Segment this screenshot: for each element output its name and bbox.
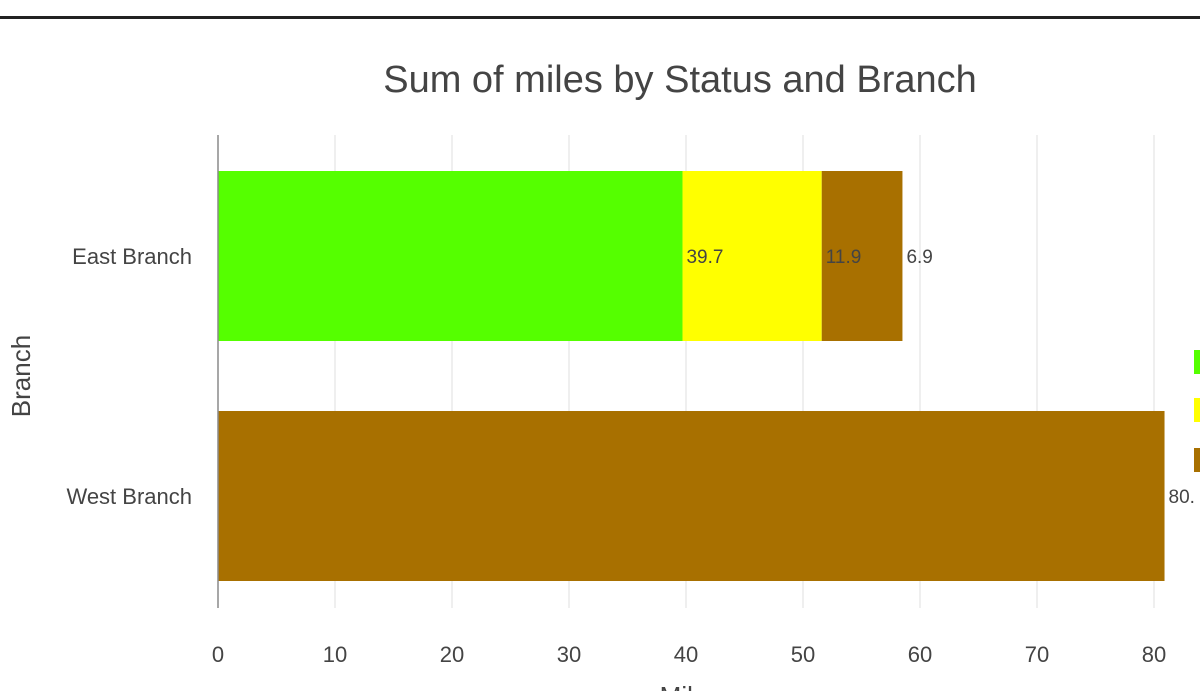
category-label: East Branch [72,244,192,269]
x-tick-label: 50 [791,642,815,667]
x-tick-label: 30 [557,642,581,667]
legend-swatch[interactable] [1194,350,1200,374]
legend-swatch[interactable] [1194,398,1200,422]
bar-segment[interactable] [821,171,903,341]
top-divider [0,16,1200,19]
x-tick-label: 40 [674,642,698,667]
data-label: 11.9 [826,247,862,268]
x-tick-label: 20 [440,642,464,667]
bar-segment[interactable] [218,411,1165,581]
x-tick-labels: 0 10 20 30 40 50 60 70 80 [212,642,1166,667]
x-tick-label: 70 [1025,642,1049,667]
bar-segment[interactable] [682,171,822,341]
data-label: 39.7 [686,247,723,268]
chart-title: Sum of miles by Status and Branch [383,59,977,101]
x-tick-label: 0 [212,642,224,667]
category-label: West Branch [66,484,192,509]
data-label: 80. [1169,487,1195,508]
x-tick-label: 60 [908,642,932,667]
x-axis-title: Miles [660,681,721,691]
legend[interactable] [1194,350,1200,472]
y-axis-title: Branch [6,335,36,417]
data-label: 6.9 [906,247,932,268]
data-labels-group: 39.7 11.9 6.9 80. [686,247,1194,508]
legend-swatch[interactable] [1194,448,1200,472]
bars-group [218,171,1165,581]
category-labels: East Branch West Branch [66,244,192,509]
bar-segment[interactable] [218,171,683,341]
x-tick-label: 80 [1142,642,1166,667]
x-tick-label: 10 [323,642,347,667]
